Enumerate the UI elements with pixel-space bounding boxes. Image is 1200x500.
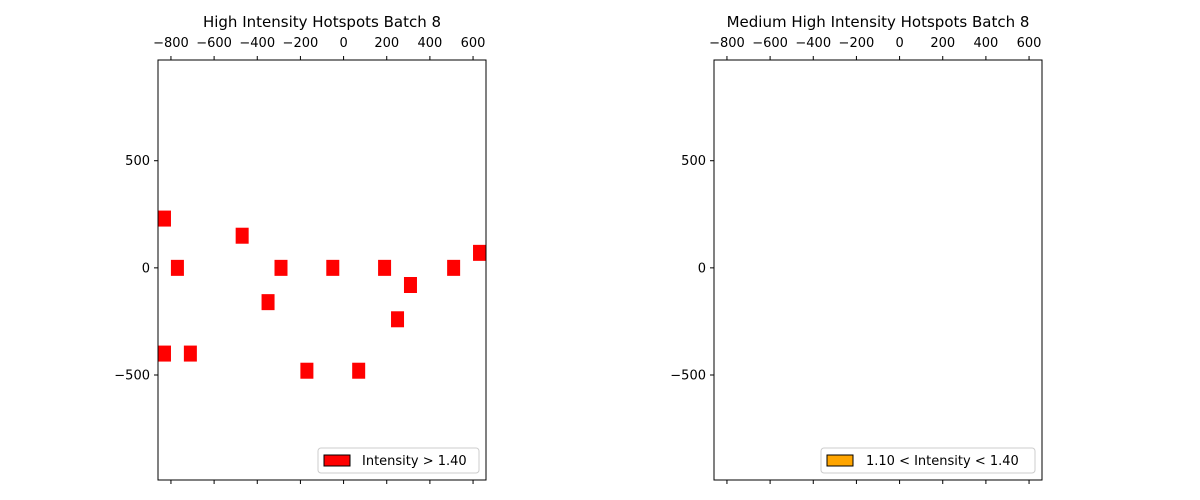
x-tick-label: −800 xyxy=(153,36,189,51)
hotspot-marker xyxy=(261,294,275,311)
hotspot-marker xyxy=(352,362,366,379)
legend-box-high xyxy=(317,447,480,474)
x-tick-label: 400 xyxy=(973,36,998,51)
x-tick-label: 200 xyxy=(930,36,955,51)
legend-label-high: Intensity > 1.40 xyxy=(362,454,467,469)
hotspot-marker xyxy=(391,311,405,328)
x-tick-label: −400 xyxy=(239,36,275,51)
y-tick-label: −500 xyxy=(114,369,150,384)
hotspot-marker xyxy=(473,244,486,261)
legend-swatch-medium-high xyxy=(826,454,854,467)
x-tick-label: 400 xyxy=(417,36,442,51)
x-tick-label: 600 xyxy=(461,36,486,51)
hotspot-markers-high xyxy=(158,210,486,379)
x-tick-label: −200 xyxy=(283,36,319,51)
legend-high: Intensity > 1.40 xyxy=(317,447,480,474)
x-tick-label: 0 xyxy=(895,36,903,51)
x-tick-label: 0 xyxy=(339,36,347,51)
hotspot-marker xyxy=(447,259,461,276)
plot-frame-medium-high xyxy=(713,59,1043,481)
x-axis-medium-high: −800 −600 −400 −200 0 200 400 600 xyxy=(709,36,1041,484)
hotspot-marker xyxy=(183,345,197,362)
legend-label-medium-high: 1.10 < Intensity < 1.40 xyxy=(866,454,1019,469)
x-tick-label: 600 xyxy=(1017,36,1042,51)
x-tick-label: −400 xyxy=(795,36,831,51)
plot-frame-high xyxy=(157,59,487,481)
y-tick-label: 500 xyxy=(125,154,150,169)
medium-high-intensity-panel: Medium High Intensity Hotspots Batch 8 −… xyxy=(670,13,1043,484)
hotspot-marker xyxy=(170,259,184,276)
hotspot-marker xyxy=(326,259,340,276)
hotspot-marker xyxy=(378,259,392,276)
legend-medium-high: 1.10 < Intensity < 1.40 xyxy=(820,447,1036,474)
x-tick-label: −600 xyxy=(752,36,788,51)
legend-box-medium-high xyxy=(820,447,1036,474)
hotspot-marker xyxy=(300,362,314,379)
hotspot-marker xyxy=(235,227,249,244)
x-tick-label: 200 xyxy=(374,36,399,51)
hotspot-marker xyxy=(274,259,288,276)
chart-title-high: High Intensity Hotspots Batch 8 xyxy=(203,13,441,31)
y-tick-label: 0 xyxy=(698,261,706,276)
hotspot-marker xyxy=(158,345,171,362)
high-intensity-panel: High Intensity Hotspots Batch 8 −800 −600… xyxy=(114,13,487,484)
hotspot-marker xyxy=(403,277,417,293)
y-axis-high: 500 0 −500 xyxy=(114,154,158,384)
y-tick-label: 0 xyxy=(142,261,150,276)
y-axis-medium-high: 500 0 −500 xyxy=(670,154,714,384)
legend-swatch-high xyxy=(323,454,351,467)
y-tick-label: 500 xyxy=(681,154,706,169)
y-tick-label: −500 xyxy=(670,369,706,384)
hotspot-marker xyxy=(158,210,171,227)
x-axis-high: −800 −600 −400 −200 0 200 400 600 xyxy=(153,36,485,484)
chart-title-medium-high: Medium High Intensity Hotspots Batch 8 xyxy=(727,13,1030,31)
x-tick-label: −800 xyxy=(709,36,745,51)
x-tick-label: −600 xyxy=(196,36,232,51)
x-tick-label: −200 xyxy=(839,36,875,51)
